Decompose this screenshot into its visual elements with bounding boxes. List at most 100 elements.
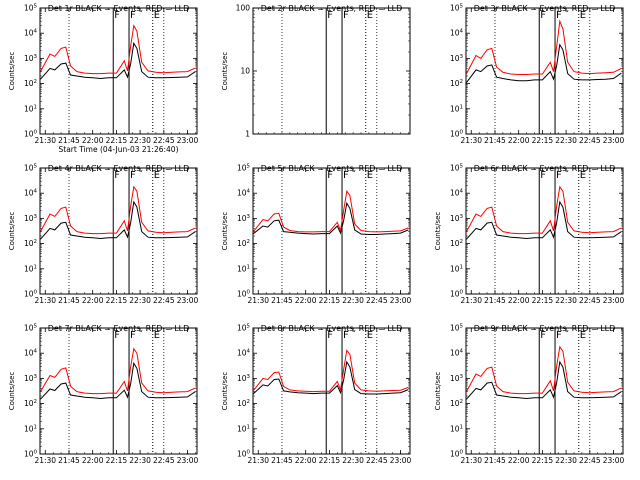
y-tick-label: 104 <box>24 189 38 198</box>
y-tick-label: 102 <box>450 399 463 408</box>
series-line-lld <box>40 347 196 395</box>
marker-label: F <box>343 170 349 181</box>
chart-panel-2: Det 2r BLACK = Events, RED = LLD110100Co… <box>221 4 411 139</box>
x-tick-label: 23:00 <box>603 456 625 465</box>
y-tick-label: 105 <box>237 164 251 173</box>
marker-label: F <box>327 330 333 341</box>
x-tick-label: 21:45 <box>58 456 80 465</box>
y-tick-label: 103 <box>24 374 38 383</box>
y-tick-label: 105 <box>24 324 38 333</box>
series-line-events <box>466 43 622 83</box>
x-tick-label: 21:30 <box>34 296 56 305</box>
plot-frame <box>465 167 624 295</box>
x-tick-label: 22:15 <box>319 456 341 465</box>
series-line-events <box>40 200 196 240</box>
marker-label: F <box>327 10 333 21</box>
x-tick-label: 22:30 <box>555 136 577 145</box>
y-tick-label: 100 <box>236 4 251 13</box>
x-tick-label: 22:45 <box>153 296 175 305</box>
marker-label: F <box>540 170 546 181</box>
x-tick-label: 22:15 <box>532 136 554 145</box>
x-tick-label: 22:15 <box>319 296 341 305</box>
marker-label: E <box>580 170 586 181</box>
marker-label: F <box>556 10 562 21</box>
x-tick-label: 22:00 <box>508 296 530 305</box>
x-tick-label: 22:15 <box>106 456 128 465</box>
y-tick-label: 104 <box>237 189 251 198</box>
x-tick-label: 22:45 <box>153 456 175 465</box>
y-tick-label: 105 <box>24 4 38 13</box>
series-line-events <box>466 360 622 400</box>
x-tick-label: 22:00 <box>295 296 317 305</box>
series-line-events <box>40 41 196 80</box>
plot-frame <box>252 327 411 455</box>
y-tick-label: 104 <box>450 349 464 358</box>
y-tick-label: 102 <box>237 239 250 248</box>
x-tick-label: 22:45 <box>366 296 388 305</box>
marker-label: F <box>540 10 546 21</box>
x-tick-label: 22:15 <box>106 296 128 305</box>
x-tick-label: 22:00 <box>82 296 104 305</box>
x-tick-label: 23:00 <box>390 296 412 305</box>
series-line-lld <box>466 345 622 395</box>
x-tick-label: 23:00 <box>603 296 625 305</box>
x-tick-label: 22:30 <box>129 296 151 305</box>
plot-frame <box>465 327 624 455</box>
chart-panel-7: Det 7r BLACK = Events, RED = LLD10010110… <box>8 324 199 466</box>
y-tick-label: 102 <box>24 239 37 248</box>
x-tick-label: 22:15 <box>532 456 554 465</box>
marker-label: E <box>154 170 160 181</box>
marker-label: F <box>130 10 136 21</box>
y-tick-label: 100 <box>24 290 38 299</box>
x-tick-label: 21:45 <box>484 456 506 465</box>
x-tick-label: 22:45 <box>579 456 601 465</box>
chart-panel-4: Det 4r BLACK = Events, RED = LLD10010110… <box>8 164 199 306</box>
y-tick-label: 101 <box>450 264 463 273</box>
x-tick-label: 22:00 <box>82 136 104 145</box>
y-tick-label: 101 <box>24 264 37 273</box>
x-tick-label: 22:30 <box>129 136 151 145</box>
y-axis-label: Counts/sec <box>8 212 16 251</box>
plot-frame <box>39 327 198 455</box>
y-tick-label: 104 <box>24 29 38 38</box>
x-axis-label: Start Time (04-Jun-03 21:26:40) <box>59 145 179 154</box>
x-tick-label: 22:00 <box>508 456 530 465</box>
x-tick-label: 22:30 <box>342 456 364 465</box>
chart-panel-9: Det 9r BLACK = Events, RED = LLD10010110… <box>434 324 625 466</box>
y-axis-label: Counts/sec <box>8 372 16 411</box>
y-tick-label: 105 <box>450 164 464 173</box>
x-tick-label: 21:30 <box>247 296 269 305</box>
marker-label: F <box>114 10 120 21</box>
x-tick-label: 23:00 <box>390 456 412 465</box>
x-tick-label: 22:00 <box>508 136 530 145</box>
marker-label: F <box>556 330 562 341</box>
x-tick-label: 21:45 <box>484 296 506 305</box>
marker-label: E <box>367 10 373 21</box>
y-tick-label: 104 <box>450 189 464 198</box>
y-axis-label: Counts/sec <box>221 372 229 411</box>
x-tick-label: 21:30 <box>34 136 56 145</box>
y-tick-label: 104 <box>450 29 464 38</box>
x-tick-label: 21:30 <box>460 456 482 465</box>
x-tick-label: 21:45 <box>271 296 293 305</box>
marker-label: F <box>343 330 349 341</box>
x-tick-label: 22:45 <box>153 136 175 145</box>
x-tick-label: 22:45 <box>366 456 388 465</box>
y-tick-label: 101 <box>237 424 250 433</box>
series-line-events <box>40 361 196 400</box>
y-tick-label: 101 <box>450 104 463 113</box>
x-tick-label: 21:30 <box>460 136 482 145</box>
y-tick-label: 103 <box>450 374 464 383</box>
y-tick-label: 105 <box>450 324 464 333</box>
chart-panel-1: Det 1r BLACK = Events, RED = LLD10010110… <box>8 4 199 155</box>
y-tick-label: 102 <box>237 399 250 408</box>
y-tick-label: 10 <box>240 67 250 76</box>
x-tick-label: 22:45 <box>579 136 601 145</box>
x-tick-label: 23:00 <box>177 136 199 145</box>
plot-frame <box>465 7 624 135</box>
y-tick-label: 103 <box>237 214 251 223</box>
marker-label: E <box>154 330 160 341</box>
x-tick-label: 23:00 <box>177 456 199 465</box>
marker-label: F <box>114 170 120 181</box>
chart-panel-5: Det 5r BLACK = Events, RED = LLD10010110… <box>221 164 412 306</box>
